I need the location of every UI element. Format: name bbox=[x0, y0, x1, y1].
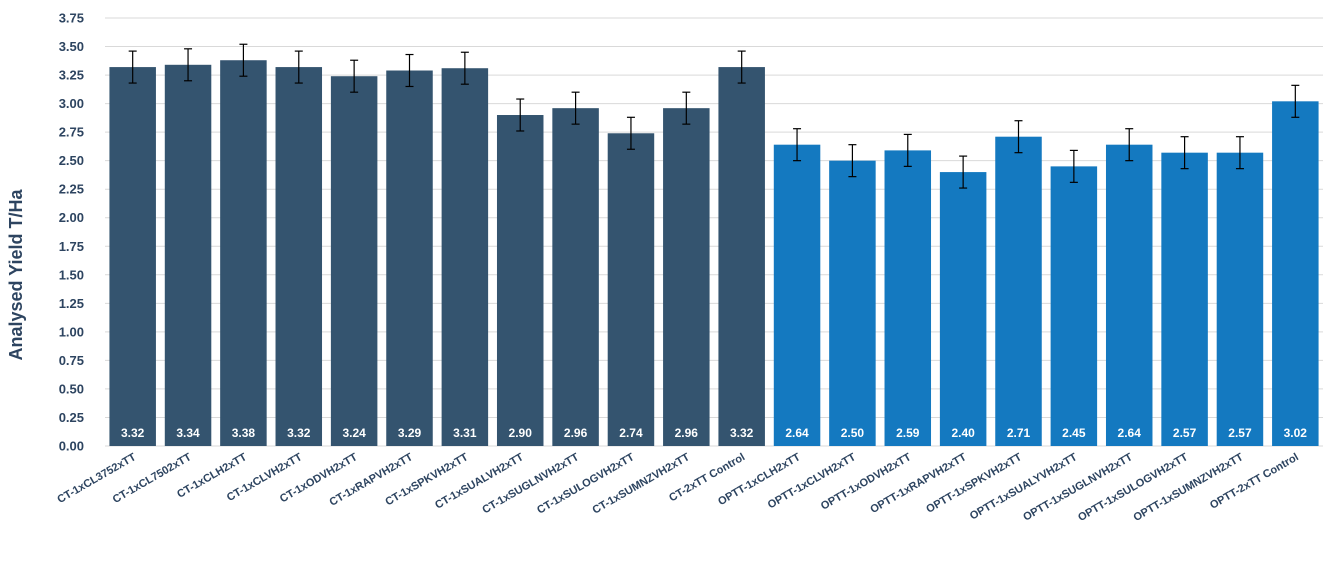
bars bbox=[109, 60, 1319, 447]
bar bbox=[1272, 101, 1319, 447]
error-bar bbox=[405, 53, 414, 88]
error-bar bbox=[128, 50, 137, 84]
data-label: 2.71 bbox=[1007, 426, 1031, 440]
data-label: 2.57 bbox=[1228, 426, 1252, 440]
data-label: 3.32 bbox=[121, 426, 145, 440]
bar bbox=[884, 150, 932, 447]
x-tick-label: CT-1xSUMNZVH2xTT bbox=[591, 451, 693, 517]
data-label: 2.50 bbox=[841, 426, 865, 440]
data-label: 2.45 bbox=[1062, 426, 1086, 440]
bar bbox=[386, 70, 433, 446]
error-bar bbox=[1235, 136, 1244, 170]
data-label: 3.32 bbox=[287, 426, 311, 440]
error-bar bbox=[1069, 149, 1078, 183]
y-tick-label: 1.75 bbox=[59, 239, 84, 254]
y-tick-label: 1.00 bbox=[59, 324, 84, 339]
data-label: 3.31 bbox=[453, 426, 477, 440]
error-bar bbox=[294, 50, 303, 84]
error-bar bbox=[793, 128, 802, 162]
data-label: 3.29 bbox=[398, 426, 422, 440]
error-bar bbox=[350, 59, 359, 93]
data-label: 3.38 bbox=[232, 426, 256, 440]
x-tick-label: OPTT-1xRAPVH2xTT bbox=[868, 451, 968, 516]
error-bar bbox=[571, 91, 580, 125]
error-bar bbox=[903, 133, 912, 167]
error-bar bbox=[1291, 84, 1300, 118]
bar bbox=[496, 115, 544, 446]
data-label: 2.64 bbox=[785, 426, 809, 440]
y-tick-label: 2.25 bbox=[59, 182, 84, 197]
error-bar bbox=[848, 144, 857, 178]
error-bars bbox=[128, 43, 1300, 189]
error-bar bbox=[460, 51, 469, 85]
y-tick-label: 0.75 bbox=[59, 353, 84, 368]
x-tick-label: OPTT-1xODVH2xTT bbox=[819, 451, 914, 513]
y-axis-ticks: 0.00 0.25 0.50 0.75 1.00 1.25 1.50 1.75 2.00 2.25… bbox=[59, 11, 84, 454]
bar bbox=[220, 60, 267, 446]
error-bar bbox=[959, 155, 968, 189]
error-bar bbox=[239, 43, 248, 77]
y-tick-label: 3.00 bbox=[59, 96, 84, 111]
data-labels: 3.32 3.34 3.38 3.32 3.24 3.29 3.31 2.90 2.96 2.74… bbox=[121, 426, 1307, 440]
bar bbox=[109, 67, 156, 446]
error-bar bbox=[184, 48, 193, 82]
error-bar bbox=[1125, 128, 1134, 162]
y-tick-label: 2.75 bbox=[59, 125, 84, 140]
x-tick-label: OPTT-1xSPKVH2xTT bbox=[924, 451, 1024, 516]
bar bbox=[773, 144, 821, 447]
bar bbox=[663, 108, 710, 446]
x-tick-label: CT-1xSULOGVH2xTT bbox=[535, 451, 637, 517]
data-label: 2.59 bbox=[896, 426, 920, 440]
bar bbox=[607, 133, 655, 447]
bar bbox=[330, 76, 378, 446]
data-label: 3.34 bbox=[176, 426, 200, 440]
bar bbox=[995, 136, 1042, 446]
error-bar bbox=[626, 116, 635, 150]
y-tick-label: 1.50 bbox=[59, 267, 84, 282]
error-bar bbox=[516, 98, 525, 132]
y-axis-label: Analysed Yield T/Ha bbox=[6, 188, 26, 360]
x-tick-label: CT-1xSUGLNVH2xTT bbox=[480, 451, 581, 516]
data-label: 2.96 bbox=[675, 426, 699, 440]
data-label: 3.02 bbox=[1284, 426, 1308, 440]
bar bbox=[275, 67, 323, 446]
y-tick-label: 1.25 bbox=[59, 296, 84, 311]
bar bbox=[552, 108, 599, 446]
bar bbox=[1105, 144, 1153, 447]
data-label: 2.40 bbox=[951, 426, 975, 440]
y-tick-label: 2.50 bbox=[59, 153, 84, 168]
y-tick-label: 0.25 bbox=[59, 410, 84, 425]
data-label: 2.90 bbox=[509, 426, 533, 440]
y-tick-label: 0.50 bbox=[59, 381, 84, 396]
y-tick-label: 3.50 bbox=[59, 39, 84, 54]
data-label: 2.96 bbox=[564, 426, 588, 440]
data-label: 3.32 bbox=[730, 426, 754, 440]
data-label: 3.24 bbox=[342, 426, 366, 440]
bar bbox=[1216, 152, 1264, 446]
error-bar bbox=[737, 50, 746, 84]
bar bbox=[1050, 166, 1098, 446]
bar bbox=[939, 172, 987, 446]
bar bbox=[164, 64, 212, 446]
y-tick-label: 0.00 bbox=[59, 439, 84, 454]
y-tick-label: 3.75 bbox=[59, 11, 84, 26]
data-label: 2.57 bbox=[1173, 426, 1197, 440]
bar bbox=[441, 68, 489, 447]
bar bbox=[829, 160, 876, 446]
data-label: 2.74 bbox=[619, 426, 643, 440]
bar bbox=[718, 67, 765, 446]
error-bar bbox=[1014, 120, 1023, 154]
data-label: 2.64 bbox=[1118, 426, 1142, 440]
x-axis-ticks: CT-1xCL3752xTTCT-1xCL7502xTTCT-1xCLH2xTT… bbox=[55, 451, 1300, 524]
bar bbox=[1161, 152, 1208, 446]
error-bar bbox=[1180, 136, 1189, 170]
y-tick-label: 3.25 bbox=[59, 68, 84, 83]
error-bar bbox=[682, 91, 691, 125]
y-tick-label: 2.00 bbox=[59, 210, 84, 225]
